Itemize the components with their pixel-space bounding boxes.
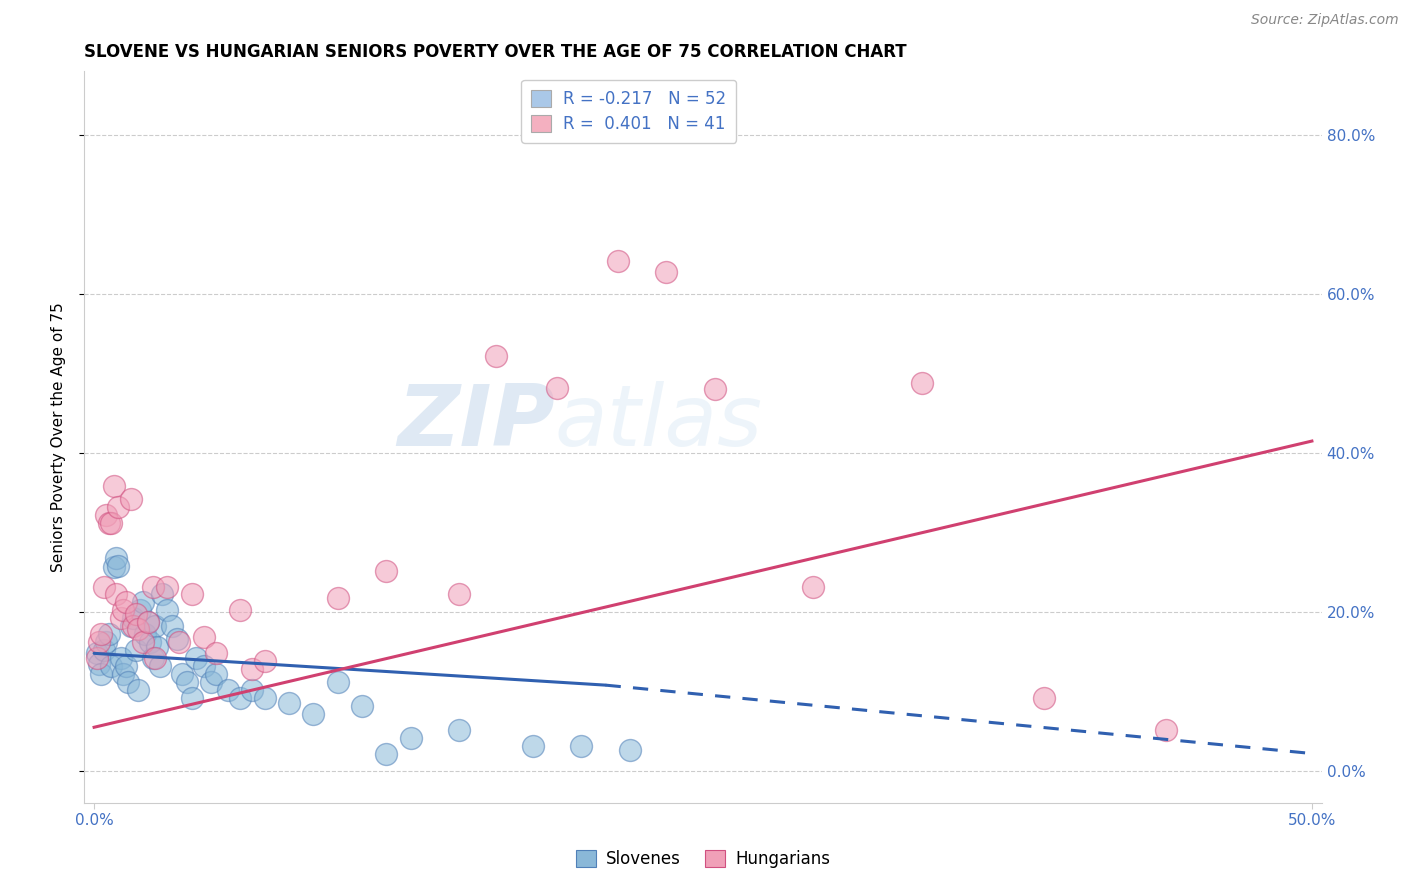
Point [114, 595, 136, 609]
Point [136, 615, 159, 629]
Point [90, 627, 112, 641]
Point [112, 603, 135, 617]
Point [97, 627, 120, 641]
Point [93, 580, 115, 594]
Point [399, 731, 422, 745]
Point [449, 587, 471, 601]
Point [93, 643, 115, 657]
Point [142, 651, 165, 665]
Point [242, 682, 264, 697]
Point [132, 595, 155, 609]
Point [193, 659, 215, 673]
Point [90, 667, 112, 681]
Point [619, 743, 641, 757]
Point [129, 603, 152, 617]
Point [124, 607, 146, 621]
Point [110, 611, 132, 625]
Point [96, 508, 118, 522]
Point [103, 560, 125, 574]
Point [146, 640, 169, 654]
Point [375, 747, 398, 761]
Point [253, 690, 276, 705]
Point [132, 635, 155, 649]
Point [127, 682, 149, 697]
Point [114, 659, 136, 673]
Legend: Slovenes, Hungarians: Slovenes, Hungarians [569, 844, 837, 875]
Point [105, 550, 128, 565]
Point [326, 675, 349, 690]
Point [97, 516, 120, 530]
Point [253, 654, 276, 668]
Point [150, 587, 173, 601]
Point [326, 591, 349, 605]
Point [107, 500, 129, 514]
Point [1154, 723, 1177, 737]
Point [375, 564, 398, 578]
Point [205, 646, 228, 660]
Point [169, 635, 191, 649]
Point [139, 635, 162, 649]
Point [136, 615, 159, 629]
Point [122, 611, 145, 625]
Point [180, 690, 202, 705]
Point [166, 632, 188, 646]
Point [1033, 690, 1056, 705]
Point [546, 381, 568, 395]
Point [229, 603, 252, 617]
Point [143, 651, 166, 665]
Point [569, 739, 592, 753]
Point [127, 623, 149, 637]
Point [149, 659, 172, 673]
Text: SLOVENE VS HUNGARIAN SENIORS POVERTY OVER THE AGE OF 75 CORRELATION CHART: SLOVENE VS HUNGARIAN SENIORS POVERTY OVE… [84, 44, 907, 62]
Point [87, 657, 110, 672]
Point [911, 376, 934, 390]
Point [112, 667, 135, 681]
Point [160, 619, 183, 633]
Point [134, 627, 156, 641]
Point [156, 603, 179, 617]
Point [485, 349, 508, 363]
Point [606, 253, 628, 268]
Point [350, 698, 373, 713]
Point [229, 690, 252, 705]
Point [449, 723, 471, 737]
Text: ZIP: ZIP [396, 381, 554, 464]
Point [278, 696, 301, 710]
Text: atlas: atlas [554, 381, 762, 464]
Point [100, 516, 122, 530]
Point [186, 651, 208, 665]
Point [302, 706, 325, 721]
Point [122, 619, 145, 633]
Point [176, 675, 198, 690]
Point [120, 492, 142, 507]
Point [200, 675, 222, 690]
Point [704, 383, 727, 397]
Point [86, 651, 108, 665]
Point [217, 682, 239, 697]
Point [205, 667, 228, 681]
Point [103, 479, 125, 493]
Point [120, 619, 142, 633]
Point [124, 643, 146, 657]
Point [156, 580, 179, 594]
Point [143, 619, 166, 633]
Point [242, 662, 264, 676]
Point [117, 675, 139, 690]
Y-axis label: Seniors Poverty Over the Age of 75: Seniors Poverty Over the Age of 75 [51, 302, 66, 572]
Point [522, 739, 544, 753]
Point [86, 646, 108, 660]
Point [801, 580, 824, 594]
Point [100, 659, 122, 673]
Point [110, 651, 132, 665]
Point [170, 667, 193, 681]
Point [193, 631, 215, 645]
Point [142, 580, 165, 594]
Point [107, 558, 129, 573]
Point [655, 265, 678, 279]
Point [96, 635, 118, 649]
Text: Source: ZipAtlas.com: Source: ZipAtlas.com [1251, 13, 1399, 28]
Point [105, 587, 128, 601]
Point [87, 635, 110, 649]
Point [180, 587, 202, 601]
